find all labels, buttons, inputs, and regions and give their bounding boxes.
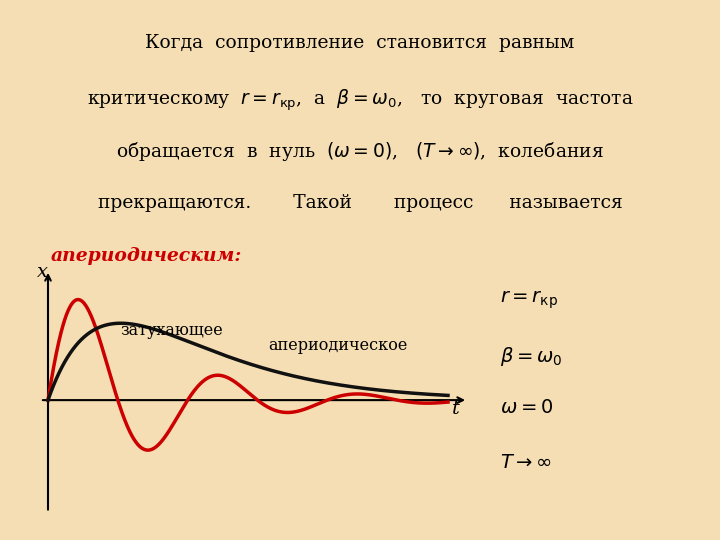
Text: $r = r_{\rm кр}$: $r = r_{\rm кр}$: [500, 290, 559, 312]
Text: критическому  $r = r_{\rm кр}$,  а  $\beta = \omega_0$,   то  круговая  частота: критическому $r = r_{\rm кр}$, а $\beta …: [86, 87, 634, 112]
Text: Когда  сопротивление  становится  равным: Когда сопротивление становится равным: [145, 33, 575, 52]
Text: апериодическое: апериодическое: [268, 338, 408, 354]
Text: апериодическим:: апериодическим:: [50, 247, 242, 265]
Text: $\beta = \omega_0$: $\beta = \omega_0$: [500, 345, 563, 368]
Text: $\omega = 0$: $\omega = 0$: [500, 399, 554, 417]
Text: затухающее: затухающее: [120, 322, 222, 339]
Text: прекращаются.       Такой       процесс      называется: прекращаются. Такой процесс называется: [98, 194, 622, 212]
Text: обращается  в  нуль  $(\omega = 0)$,   $( T \rightarrow \infty)$,  колебания: обращается в нуль $(\omega = 0)$, $( T \…: [116, 140, 604, 164]
Text: $T \rightarrow \infty$: $T \rightarrow \infty$: [500, 454, 552, 472]
Text: t: t: [451, 400, 459, 418]
Text: x: x: [37, 262, 48, 280]
